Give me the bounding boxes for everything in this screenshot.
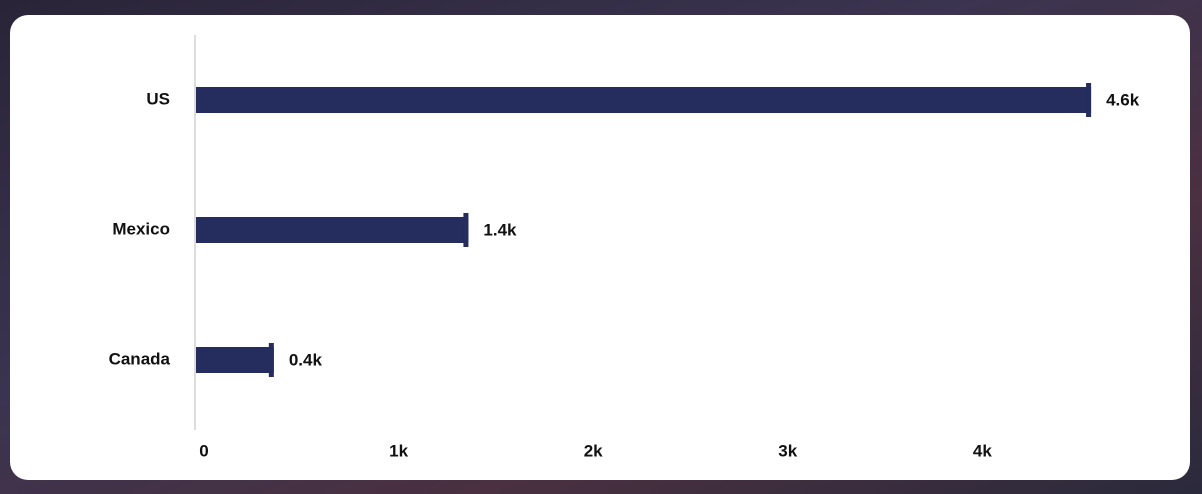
y-tick-label: Mexico: [112, 219, 170, 238]
bar-cap: [463, 213, 469, 247]
bar-cap: [1086, 83, 1092, 117]
bar: [196, 87, 1092, 113]
value-label: 4.6k: [1106, 90, 1140, 109]
x-tick-label: 2k: [584, 441, 603, 460]
card: [10, 15, 1190, 480]
value-label: 0.4k: [289, 350, 323, 369]
y-tick-label: US: [146, 89, 170, 108]
value-label: 1.4k: [483, 220, 517, 239]
bar: [196, 347, 274, 373]
x-tick-label: 3k: [778, 441, 797, 460]
x-tick-label: 1k: [389, 441, 408, 460]
x-tick-label: 0: [199, 441, 208, 460]
bar: [196, 217, 469, 243]
x-tick-label: 4k: [973, 441, 992, 460]
y-tick-label: Canada: [109, 349, 171, 368]
bar-cap: [268, 343, 274, 377]
